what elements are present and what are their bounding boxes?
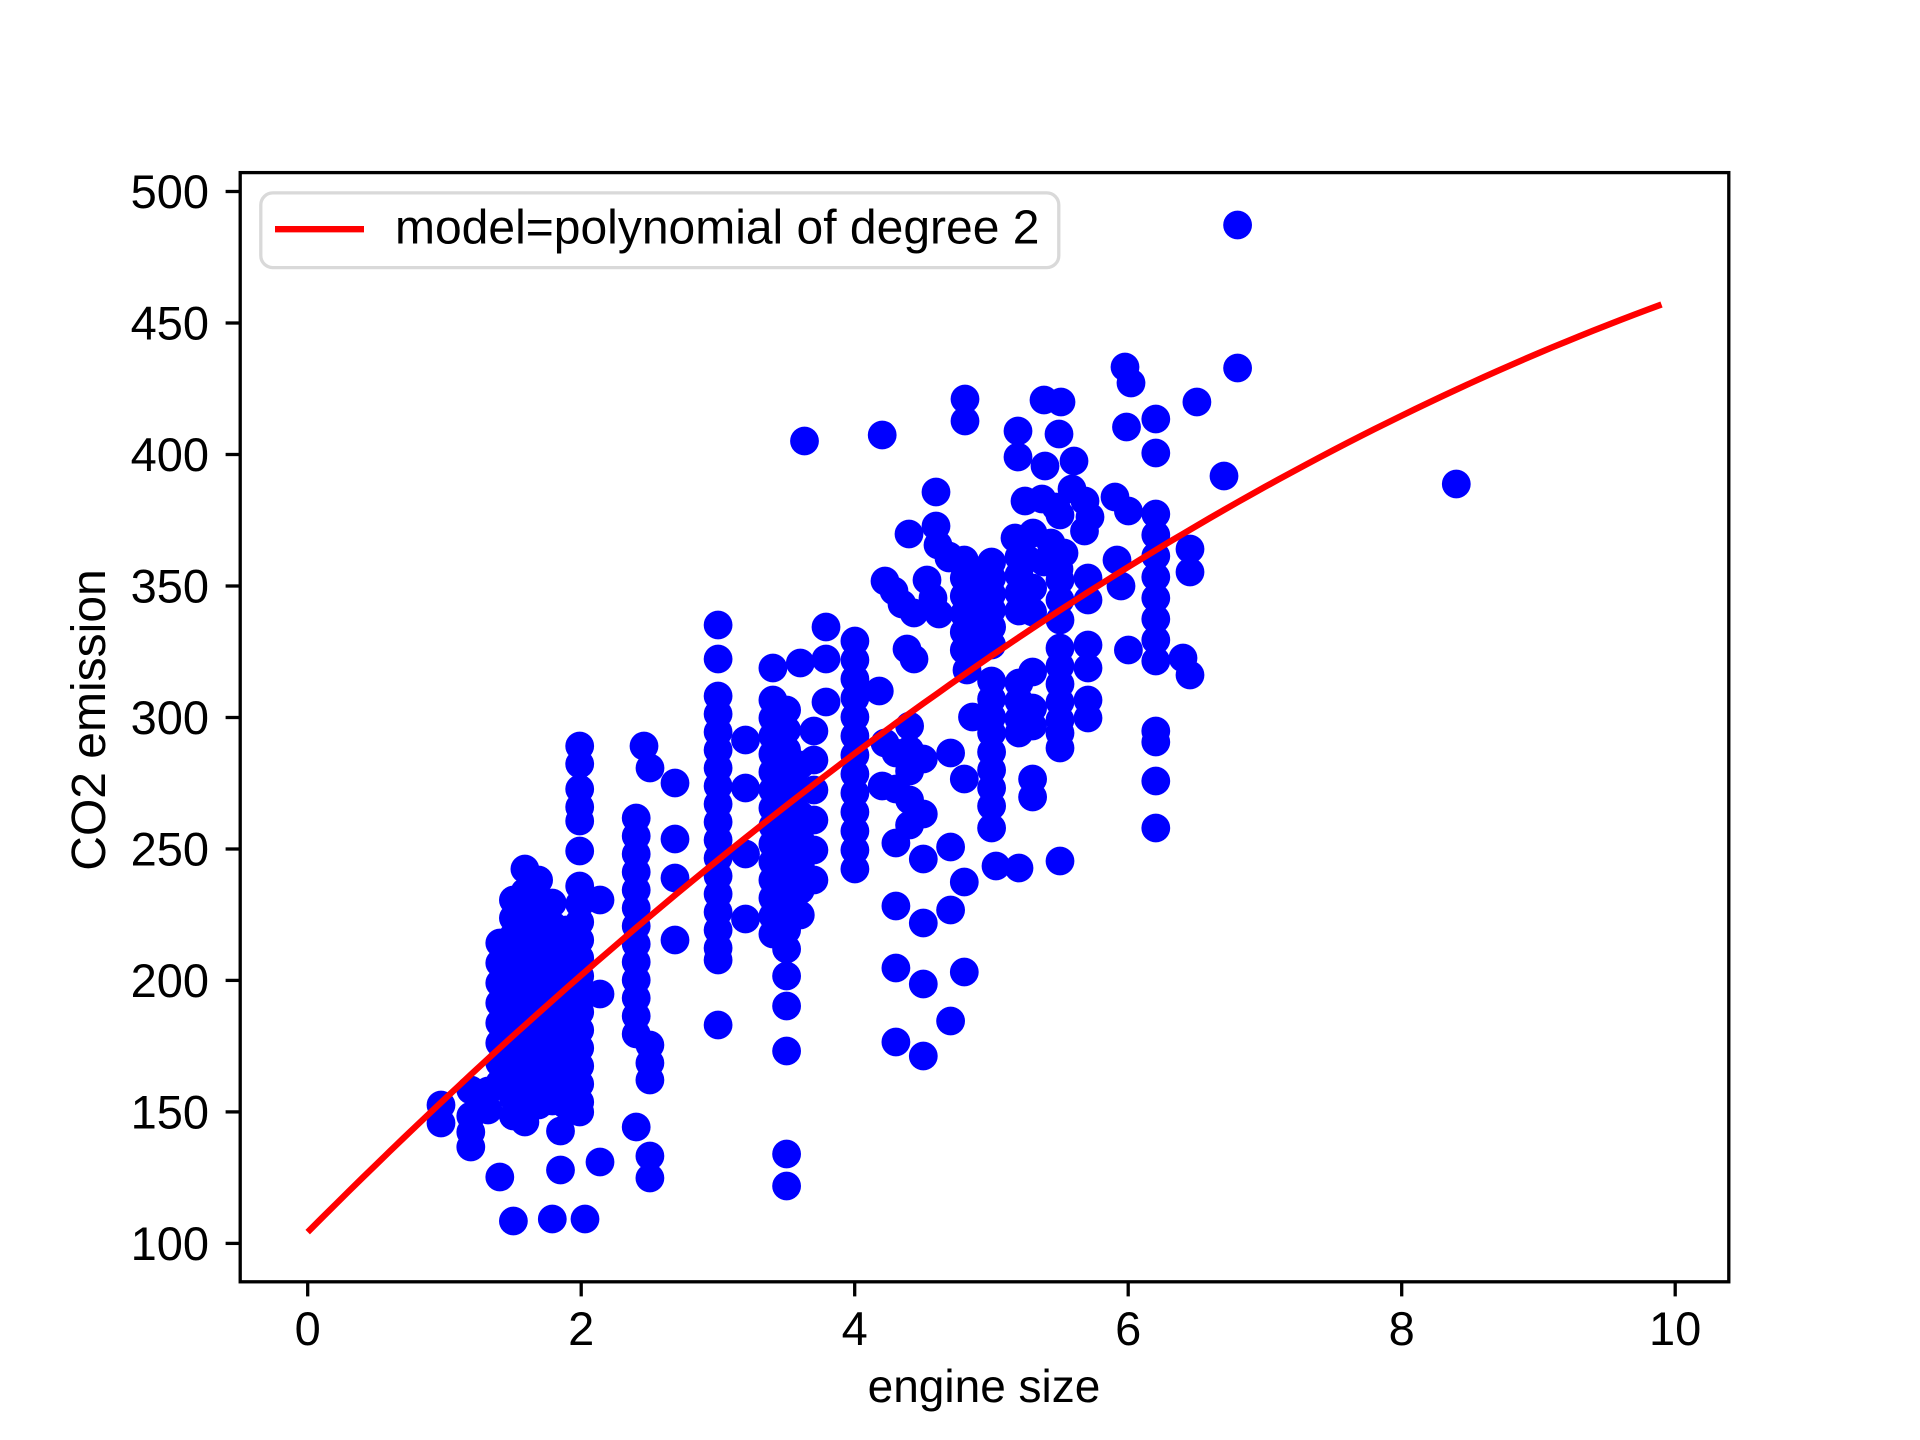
- svg-text:4: 4: [842, 1302, 868, 1355]
- svg-text:model=polynomial of degree 2: model=polynomial of degree 2: [395, 202, 1039, 255]
- svg-text:450: 450: [131, 297, 209, 350]
- svg-text:150: 150: [131, 1085, 209, 1138]
- svg-text:300: 300: [131, 691, 209, 744]
- svg-text:CO2 emission: CO2 emission: [63, 569, 116, 870]
- svg-text:200: 200: [131, 954, 209, 1007]
- svg-text:2: 2: [568, 1302, 594, 1355]
- svg-text:100: 100: [131, 1217, 209, 1270]
- svg-text:500: 500: [131, 165, 209, 218]
- svg-text:400: 400: [131, 428, 209, 481]
- svg-text:10: 10: [1649, 1302, 1701, 1355]
- svg-text:0: 0: [295, 1302, 321, 1355]
- svg-text:6: 6: [1115, 1302, 1141, 1355]
- svg-text:8: 8: [1389, 1302, 1415, 1355]
- svg-text:250: 250: [131, 823, 209, 876]
- svg-text:350: 350: [131, 560, 209, 613]
- svg-text:engine size: engine size: [868, 1360, 1101, 1412]
